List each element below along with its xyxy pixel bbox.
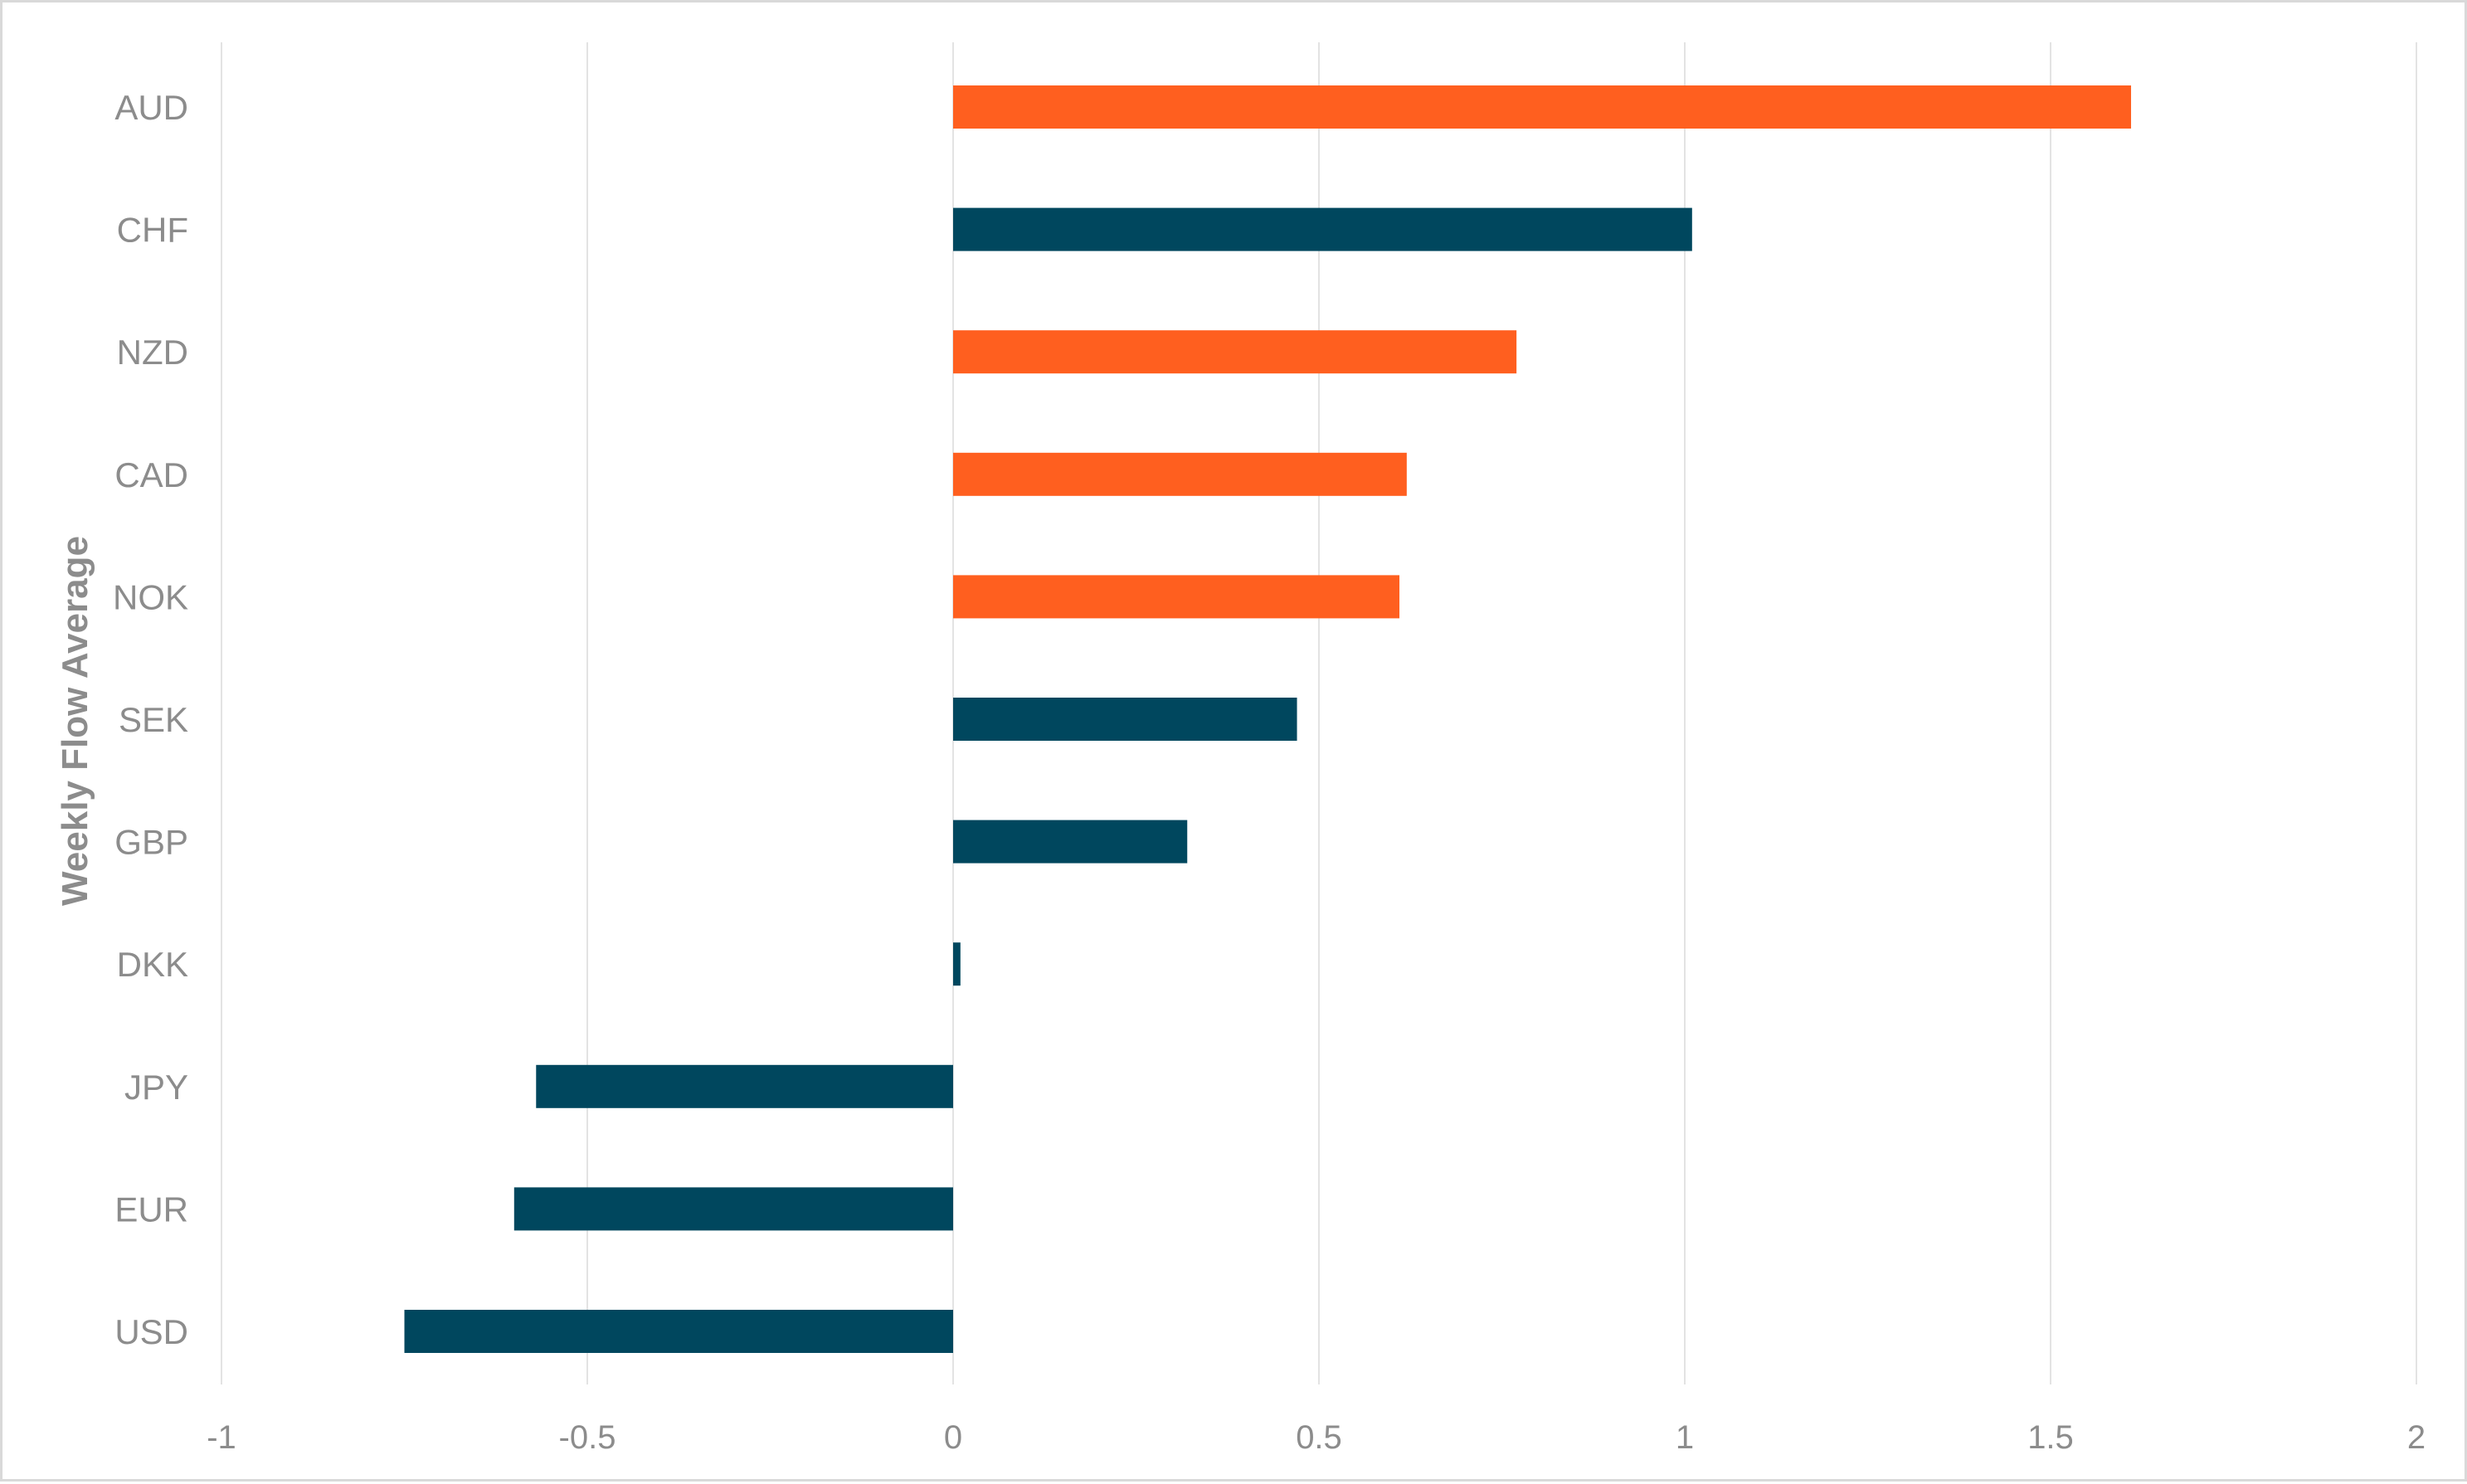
- x-tick-label: -0.5: [559, 1419, 616, 1456]
- bar-aud: [953, 85, 2132, 129]
- x-tick-label: 0.5: [1296, 1419, 1342, 1456]
- bar-usd: [404, 1310, 953, 1353]
- bars: [404, 85, 2132, 1353]
- category-label-nok: NOK: [113, 577, 188, 616]
- x-tick-label: 0: [944, 1419, 962, 1456]
- category-label-eur: EUR: [114, 1190, 188, 1229]
- category-label-cad: CAD: [114, 455, 188, 494]
- category-label-usd: USD: [114, 1312, 188, 1351]
- category-label-nzd: NZD: [117, 333, 188, 372]
- bar-chf: [953, 207, 1692, 251]
- category-label-jpy: JPY: [124, 1068, 188, 1107]
- y-axis-title: Weekly Flow Average: [55, 536, 95, 906]
- x-tick-label: 1.5: [2027, 1419, 2074, 1456]
- bar-jpy: [536, 1064, 953, 1108]
- bar-dkk: [953, 942, 961, 986]
- category-label-chf: CHF: [117, 211, 188, 250]
- bar-eur: [513, 1187, 953, 1231]
- bar-nzd: [953, 330, 1517, 374]
- x-tick-labels: -1 -0.5 0 0.5 1 1.5 2: [207, 1419, 2426, 1456]
- bar-gbp: [953, 820, 1188, 864]
- category-label-sek: SEK: [119, 700, 188, 739]
- bar-nok: [953, 575, 1400, 619]
- x-tick-label: 1: [1676, 1419, 1694, 1456]
- category-label-gbp: GBP: [114, 823, 188, 862]
- category-labels: AUD CHF NZD CAD NOK SEK GBP DKK JPY EUR USD: [113, 88, 188, 1351]
- category-label-aud: AUD: [114, 88, 188, 127]
- x-tick-label: -1: [207, 1419, 236, 1456]
- category-label-dkk: DKK: [117, 945, 188, 984]
- bar-cad: [953, 452, 1407, 496]
- bar-sek: [953, 698, 1297, 741]
- x-tick-label: 2: [2407, 1419, 2426, 1456]
